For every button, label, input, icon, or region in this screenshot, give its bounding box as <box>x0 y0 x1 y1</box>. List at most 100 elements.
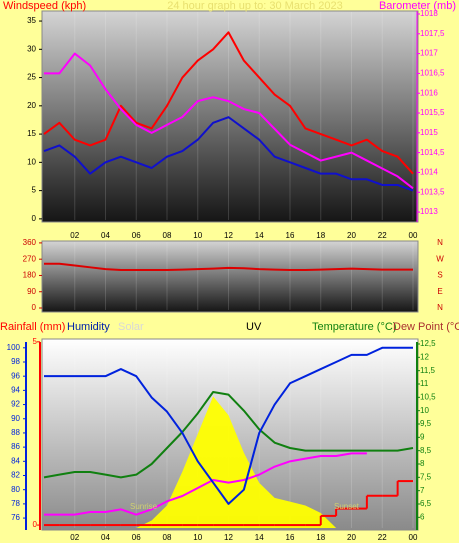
x-tick-label: 16 <box>286 533 295 542</box>
y2-tick-label: 1014,5 <box>420 148 445 157</box>
uv-label: UV <box>246 321 262 333</box>
x-tick-label: 04 <box>101 231 110 240</box>
y2-tick-label: 1015 <box>420 128 438 137</box>
y2-tick-label: 1017 <box>420 49 438 58</box>
series-line <box>44 262 413 272</box>
y2-tick-label: 1016 <box>420 88 438 97</box>
x-tick-label: 16 <box>286 231 295 240</box>
series-line <box>44 52 414 190</box>
x-tick-label: 14 <box>255 533 264 542</box>
y-tick-label: 270 <box>23 254 37 263</box>
direction-plot-area <box>41 240 419 313</box>
x-tick-label: 02 <box>70 533 79 542</box>
y2-tick-label: 6,5 <box>420 499 432 508</box>
series-line <box>43 116 414 192</box>
x-tick-label: 22 <box>378 231 387 240</box>
solar-area <box>44 396 413 528</box>
y2-tick-label: 7,5 <box>420 472 432 481</box>
y-tick-label: 82 <box>11 471 20 480</box>
y2-tick-label: 1017,5 <box>420 29 445 38</box>
x-tick-label: 22 <box>378 533 387 542</box>
y2-tick-label: 6 <box>420 512 425 521</box>
y2-tick-label: 8,5 <box>420 446 432 455</box>
x-tick-label: 00 <box>409 533 418 542</box>
x-tick-label: 00 <box>409 231 418 240</box>
humidity-label: Humidity <box>67 321 110 333</box>
wind-label: Windspeed (kph) <box>3 0 86 12</box>
y2-tick-label: 12,5 <box>420 339 436 348</box>
y-tick-label: 180 <box>23 271 37 280</box>
y-tick-label: 80 <box>11 485 20 494</box>
x-tick-label: 18 <box>316 533 325 542</box>
y-tick-label: 20 <box>27 101 36 110</box>
y-tick-label: 10 <box>27 157 36 166</box>
dewpoint-label: Dew Point (°C <box>393 321 459 333</box>
y-tick-label: 5 <box>32 186 37 195</box>
y-tick-label: 100 <box>7 343 21 352</box>
x-tick-label: 06 <box>132 231 141 240</box>
x-tick-label: 06 <box>132 533 141 542</box>
y2-tick-label: 1014 <box>420 168 438 177</box>
y-tick-label: 90 <box>27 287 36 296</box>
y-tick-label: 30 <box>27 44 36 53</box>
y2-tick-label: 1018 <box>420 9 438 18</box>
x-tick-label: 20 <box>347 533 356 542</box>
y2-tick-label: 9,5 <box>420 419 432 428</box>
y2-tick-label: 10 <box>420 406 429 415</box>
y-tick-label: 94 <box>11 385 20 394</box>
y2-tick-label: 11 <box>420 379 429 388</box>
y2-tick-label: S <box>437 271 442 280</box>
y2-tick-label: E <box>437 287 442 296</box>
x-tick-label: 10 <box>193 231 202 240</box>
series-line <box>43 31 414 175</box>
y-tick-label: 0 <box>32 303 37 312</box>
y2-tick-label: 12 <box>420 352 429 361</box>
series-line <box>43 391 414 479</box>
y-tick-label: 76 <box>11 513 20 522</box>
y-tick-label: 84 <box>11 456 20 465</box>
barometer-label: Barometer (mb) <box>379 0 456 12</box>
series-line <box>44 452 367 516</box>
y2-tick-label: 7 <box>420 486 425 495</box>
x-tick-label: 08 <box>163 533 172 542</box>
y-tick-label: 35 <box>27 16 36 25</box>
x-tick-label: 18 <box>316 231 325 240</box>
sunrise-label: Sunrise <box>130 502 158 511</box>
y-tick-label: 92 <box>11 400 20 409</box>
y2-tick-label: N <box>437 238 443 247</box>
x-tick-label: 14 <box>255 231 264 240</box>
y2-tick-label: 1013,5 <box>420 187 445 196</box>
y-tick-label: 15 <box>27 129 36 138</box>
y-tick-label: 25 <box>27 73 36 82</box>
chart-title: 24 hour graph up to: 30 March 2023 <box>167 0 343 12</box>
y-tick-label: 88 <box>11 428 20 437</box>
wind-plot-area <box>41 10 419 223</box>
temperature-label: Temperature (°C) <box>312 321 396 333</box>
x-tick-label: 04 <box>101 533 110 542</box>
rain-label: Rainfall (mm) <box>0 321 65 333</box>
x-tick-label: 12 <box>224 231 233 240</box>
x-tick-label: 08 <box>163 231 172 240</box>
y2-tick-label: 1013 <box>420 207 438 216</box>
y2-tick-label: 10,5 <box>420 392 436 401</box>
y-tick-label: 360 <box>23 238 37 247</box>
solar-label: Solar <box>118 321 144 333</box>
y2-tick-label: 1016,5 <box>420 69 445 78</box>
x-tick-label: 02 <box>70 231 79 240</box>
x-tick-label: 12 <box>224 533 233 542</box>
y-tick-label: 86 <box>11 442 20 451</box>
y2-tick-label: N <box>437 303 443 312</box>
y3-tick-label: 0 <box>33 520 38 529</box>
y2-tick-label: 9 <box>420 432 425 441</box>
y2-tick-label: 11,5 <box>420 366 436 375</box>
x-tick-label: 20 <box>347 231 356 240</box>
x-tick-label: 10 <box>193 533 202 542</box>
y3-tick-label: 5 <box>33 337 38 346</box>
y-tick-label: 90 <box>11 414 20 423</box>
y-tick-label: 96 <box>11 371 20 380</box>
sunset-label: Sunset <box>334 502 360 511</box>
y-tick-label: 98 <box>11 357 20 366</box>
series-line <box>44 346 413 505</box>
y-tick-label: 0 <box>32 214 37 223</box>
